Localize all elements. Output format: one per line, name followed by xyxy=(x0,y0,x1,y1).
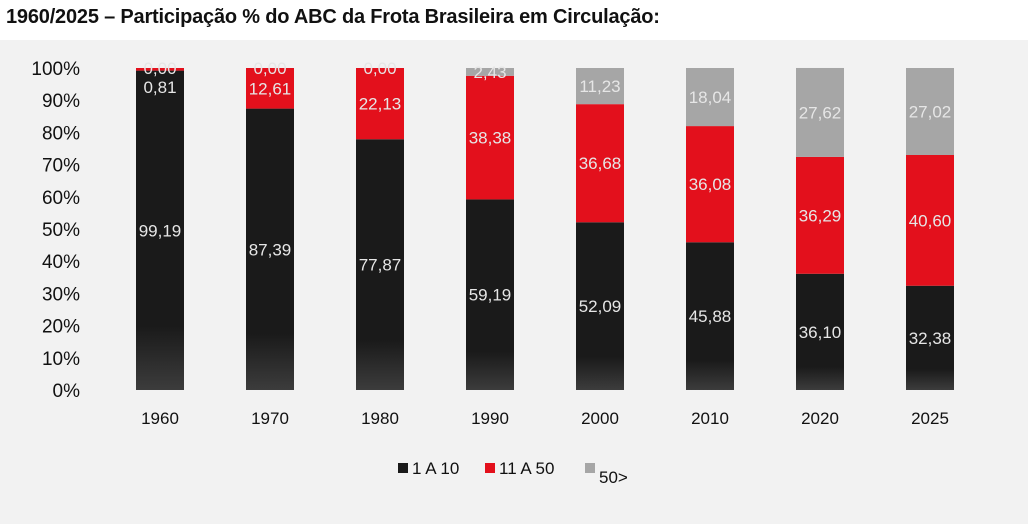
data-label: 36,10 xyxy=(799,323,842,342)
data-label: 0,00 xyxy=(253,59,286,78)
y-tick-label: 50% xyxy=(42,220,80,241)
bar-segment xyxy=(796,273,844,390)
legend-label: 1 A 10 xyxy=(412,459,459,478)
bar-segment xyxy=(466,75,514,200)
legend-swatch xyxy=(585,463,595,473)
y-tick-label: 70% xyxy=(42,156,80,177)
data-label: 22,13 xyxy=(359,95,402,114)
bar-segment xyxy=(906,68,954,156)
bar-segment xyxy=(576,222,624,390)
data-label: 0,81 xyxy=(143,78,176,97)
bar-segment xyxy=(466,199,514,390)
data-label: 0,00 xyxy=(363,59,396,78)
bar-segment xyxy=(136,68,184,71)
y-tick-label: 0% xyxy=(53,381,81,402)
bar-segment xyxy=(906,155,954,286)
bar-segment xyxy=(466,68,514,76)
x-tick-label: 2000 xyxy=(581,409,619,428)
bar-segment xyxy=(796,67,844,157)
bar-segment xyxy=(686,242,734,390)
data-label: 11,23 xyxy=(579,77,620,96)
y-tick-label: 80% xyxy=(42,123,80,144)
data-label: 36,08 xyxy=(689,175,732,194)
data-label: 27,02 xyxy=(909,103,952,122)
y-tick-label: 90% xyxy=(42,91,80,112)
data-label: 87,39 xyxy=(249,240,292,259)
data-label: 18,04 xyxy=(689,88,732,107)
data-label: 2,43 xyxy=(473,63,506,82)
x-tick-label: 1990 xyxy=(471,409,509,428)
bar-segment xyxy=(576,68,624,105)
legend-swatch xyxy=(398,463,408,473)
y-tick-label: 20% xyxy=(42,317,80,338)
bar-segment xyxy=(576,104,624,223)
y-tick-label: 100% xyxy=(31,59,80,80)
legend-label: 11 A 50 xyxy=(499,459,554,478)
x-tick-label: 2010 xyxy=(691,409,729,428)
bar-segment xyxy=(906,285,954,390)
bar-segment xyxy=(246,108,294,391)
data-label: 36,29 xyxy=(799,206,842,225)
data-label: 32,38 xyxy=(909,329,952,348)
bar-segment xyxy=(246,68,294,109)
bar-segment xyxy=(136,70,184,390)
data-label: 38,38 xyxy=(469,129,512,148)
y-tick-label: 40% xyxy=(42,252,80,273)
data-label: 45,88 xyxy=(689,307,732,326)
data-label: 36,68 xyxy=(579,154,622,173)
x-tick-label: 1970 xyxy=(251,409,289,428)
legend-label: 50> xyxy=(599,468,628,487)
y-tick-label: 30% xyxy=(42,284,80,305)
bar-segment xyxy=(686,126,734,243)
data-label: 52,09 xyxy=(579,297,622,316)
data-label: 77,87 xyxy=(359,256,402,275)
data-label: 12,61 xyxy=(249,79,292,98)
bar-segment xyxy=(356,68,404,140)
chart-title: 1960/2025 – Participação % do ABC da Fro… xyxy=(6,6,660,28)
data-label: 40,60 xyxy=(909,211,952,230)
legend-swatch xyxy=(485,463,495,473)
data-label: 0,00 xyxy=(143,59,176,78)
x-tick-label: 2020 xyxy=(801,409,839,428)
x-tick-label: 1980 xyxy=(361,409,399,428)
bar-segment xyxy=(796,156,844,274)
bar-segment xyxy=(686,68,734,127)
y-tick-label: 60% xyxy=(42,188,80,209)
data-label: 99,19 xyxy=(139,221,182,240)
x-tick-label: 1960 xyxy=(141,409,179,428)
data-label: 59,19 xyxy=(469,286,512,305)
x-tick-label: 2025 xyxy=(911,409,949,428)
bar-segment xyxy=(356,139,404,390)
y-tick-label: 10% xyxy=(42,349,80,370)
data-label: 27,62 xyxy=(799,103,842,122)
